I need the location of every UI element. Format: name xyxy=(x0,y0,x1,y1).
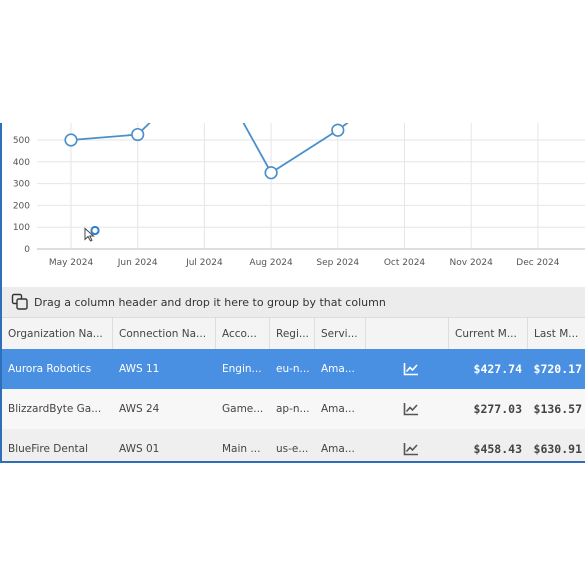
cell-region: ap-n... xyxy=(276,403,310,415)
grid-widget-frame: 0 100 200 300 400 500 May 2024 Jun 2024 Jul 2024… xyxy=(0,123,585,463)
y-tick-label: 400 xyxy=(13,158,30,168)
cell-service: Ama... xyxy=(321,363,355,375)
y-tick-label: 300 xyxy=(13,180,30,190)
x-tick-label: Oct 2024 xyxy=(384,258,426,268)
y-tick-label: 100 xyxy=(13,223,30,233)
cell-service: Ama... xyxy=(321,403,355,415)
data-point xyxy=(264,166,278,180)
column-header-account[interactable]: Acco... xyxy=(216,318,270,349)
y-tick-label: 200 xyxy=(13,201,30,211)
data-point xyxy=(64,133,78,147)
cell-organization: Aurora Robotics xyxy=(8,363,92,375)
group-panel-text: Drag a column header and drop it here to… xyxy=(34,295,386,309)
data-point xyxy=(131,127,145,142)
cell-account: Main ... xyxy=(222,443,261,455)
y-tick-label: 0 xyxy=(24,245,30,255)
group-columns-icon xyxy=(11,293,29,311)
cell-region: us-e... xyxy=(276,443,309,455)
cell-account: Game... xyxy=(222,403,264,415)
trend-chart-icon[interactable] xyxy=(366,389,449,429)
cell-last-month: $136.57 xyxy=(533,402,582,416)
column-header-current-month[interactable]: Current M... xyxy=(449,318,528,349)
cell-organization: BlizzardByte Ga... xyxy=(8,403,102,415)
cell-service: Ama... xyxy=(321,443,355,455)
cell-current-month: $277.03 xyxy=(473,402,522,416)
x-tick-label: Sep 2024 xyxy=(316,258,359,268)
x-tick-label: Aug 2024 xyxy=(249,258,293,268)
cell-current-month: $458.43 xyxy=(473,442,522,456)
cell-connection: AWS 24 xyxy=(119,403,160,415)
cell-connection: AWS 01 xyxy=(119,443,160,455)
grid-header-row: Organization Na... Connection Na... Acco… xyxy=(2,318,585,350)
cell-last-month: $720.17 xyxy=(533,362,582,376)
cell-last-month: $630.91 xyxy=(533,442,582,456)
column-header-service[interactable]: Servi... xyxy=(315,318,366,349)
column-header-trend[interactable] xyxy=(366,318,449,349)
cell-current-month: $427.74 xyxy=(473,362,522,376)
column-header-last-month[interactable]: Last M... xyxy=(534,327,579,340)
cell-connection: AWS 11 xyxy=(119,363,160,375)
y-tick-label: 500 xyxy=(13,136,30,146)
x-tick-label: May 2024 xyxy=(49,258,94,268)
cell-account: Engin... xyxy=(222,363,262,375)
column-header-organization[interactable]: Organization Na... xyxy=(2,318,113,349)
trend-chart-icon[interactable] xyxy=(366,429,449,461)
x-tick-label: Dec 2024 xyxy=(516,258,559,268)
x-tick-label: Nov 2024 xyxy=(450,258,494,268)
trend-chart-icon[interactable] xyxy=(366,349,449,389)
column-header-region[interactable]: Regi... xyxy=(270,318,315,349)
x-tick-label: Jul 2024 xyxy=(185,258,223,268)
series-line xyxy=(70,123,349,174)
column-header-connection[interactable]: Connection Na... xyxy=(113,318,216,349)
data-point xyxy=(90,225,100,236)
cell-organization: BlueFire Dental xyxy=(8,443,88,455)
group-by-panel[interactable]: Drag a column header and drop it here to… xyxy=(2,287,585,318)
cell-region: eu-n... xyxy=(276,363,310,375)
table-row[interactable]: Aurora Robotics AWS 11 Engin... eu-n... … xyxy=(2,349,585,389)
data-point xyxy=(331,123,345,137)
cost-trend-chart: 0 100 200 300 400 500 May 2024 Jun 2024 Jul 2024… xyxy=(13,123,585,268)
table-row[interactable]: BlizzardByte Ga... AWS 24 Game... ap-n..… xyxy=(2,389,585,429)
table-row[interactable]: BlueFire Dental AWS 01 Main ... us-e... … xyxy=(2,429,585,461)
mouse-pointer-icon xyxy=(84,227,95,242)
x-tick-label: Jun 2024 xyxy=(117,258,158,268)
